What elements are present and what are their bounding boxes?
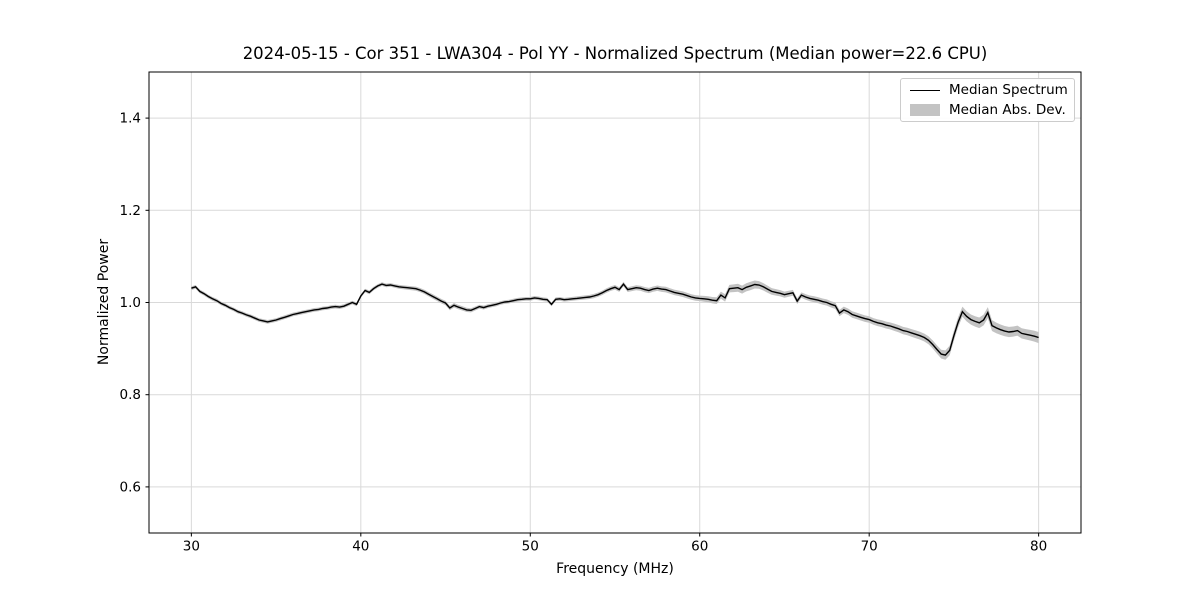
x-tick-label: 40: [352, 539, 369, 555]
x-axis-label: Frequency (MHz): [556, 561, 674, 577]
x-tick-label: 50: [522, 539, 539, 555]
axis-ticks: [145, 117, 1040, 537]
median-spectrum-line: [191, 282, 1039, 356]
line-sample-icon: [910, 89, 940, 91]
x-tick-label: 30: [183, 539, 200, 555]
legend-item-median-abs-dev: Median Abs. Dev.: [901, 102, 1074, 119]
mad-band: [191, 280, 1039, 360]
y-tick-label: 1.4: [120, 111, 141, 127]
legend-label-median-spectrum: Median Spectrum: [949, 82, 1068, 98]
y-tick-label: 1.2: [120, 203, 141, 219]
legend: Median Spectrum Median Abs. Dev.: [900, 78, 1075, 122]
chart-title: 2024-05-15 - Cor 351 - LWA304 - Pol YY -…: [242, 44, 988, 63]
x-tick-label: 60: [691, 539, 708, 555]
tick-labels: 30 40 50 60 70 80 0.6 0.8 1.0 1.2 1.4: [120, 111, 1048, 555]
y-tick-label: 0.6: [120, 479, 141, 495]
x-tick-label: 70: [861, 539, 878, 555]
legend-item-median-spectrum: Median Spectrum: [901, 82, 1074, 99]
y-tick-label: 1.0: [120, 295, 141, 311]
legend-label-median-abs-dev: Median Abs. Dev.: [949, 102, 1066, 118]
gridlines: [149, 72, 1081, 533]
x-tick-label: 80: [1030, 539, 1047, 555]
y-tick-label: 0.8: [120, 387, 141, 403]
patch-sample-icon: [910, 104, 940, 116]
